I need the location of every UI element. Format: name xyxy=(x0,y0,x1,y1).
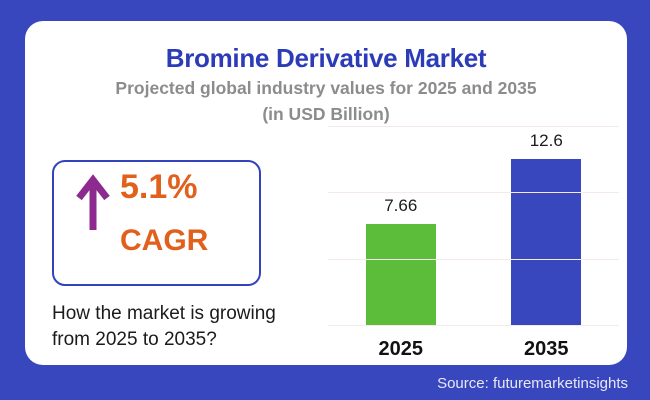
caption-line-2: from 2025 to 2035? xyxy=(52,329,217,350)
bar-value-label-2025: 7.66 xyxy=(384,196,418,216)
chart-caption: How the market is growing from 2025 to 2… xyxy=(52,301,276,353)
chart-subtitle: Projected global industry values for 202… xyxy=(25,75,627,127)
cagr-label: CAGR xyxy=(120,224,209,257)
caption-line-1: How the market is growing xyxy=(52,303,276,324)
bar-2035 xyxy=(511,158,582,326)
content-card: Bromine Derivative Market Projected glob… xyxy=(25,21,627,365)
bar-chart-plot: 7.66 2025 12.6 2035 xyxy=(328,126,619,360)
gridline-y-10 xyxy=(328,192,619,194)
gridline-y-5 xyxy=(328,258,619,260)
growth-up-arrow-icon xyxy=(74,173,112,233)
bar-chart-bars: 7.66 2025 12.6 2035 xyxy=(328,127,619,360)
bar-category-label-2035: 2035 xyxy=(524,338,569,360)
cagr-callout-box: 5.1% CAGR xyxy=(52,160,261,286)
bar-group-2025: 7.66 2025 xyxy=(365,127,436,360)
page-title: Bromine Derivative Market xyxy=(165,43,487,73)
bar-category-label-2025: 2025 xyxy=(378,338,424,360)
bar-group-2035: 12.6 2035 xyxy=(511,127,582,360)
gridline-y-15 xyxy=(328,126,619,127)
subtitle-line-1: Projected global industry values for 202… xyxy=(115,78,537,98)
cagr-value: 5.1% xyxy=(120,168,198,206)
gridline-y-0 xyxy=(328,325,619,326)
bar-value-label-2035: 12.6 xyxy=(529,130,563,150)
source-attribution: Source: futuremarketinsights xyxy=(437,375,628,392)
bar-2025 xyxy=(365,224,436,326)
subtitle-line-2: (in USD Billion) xyxy=(262,104,390,124)
